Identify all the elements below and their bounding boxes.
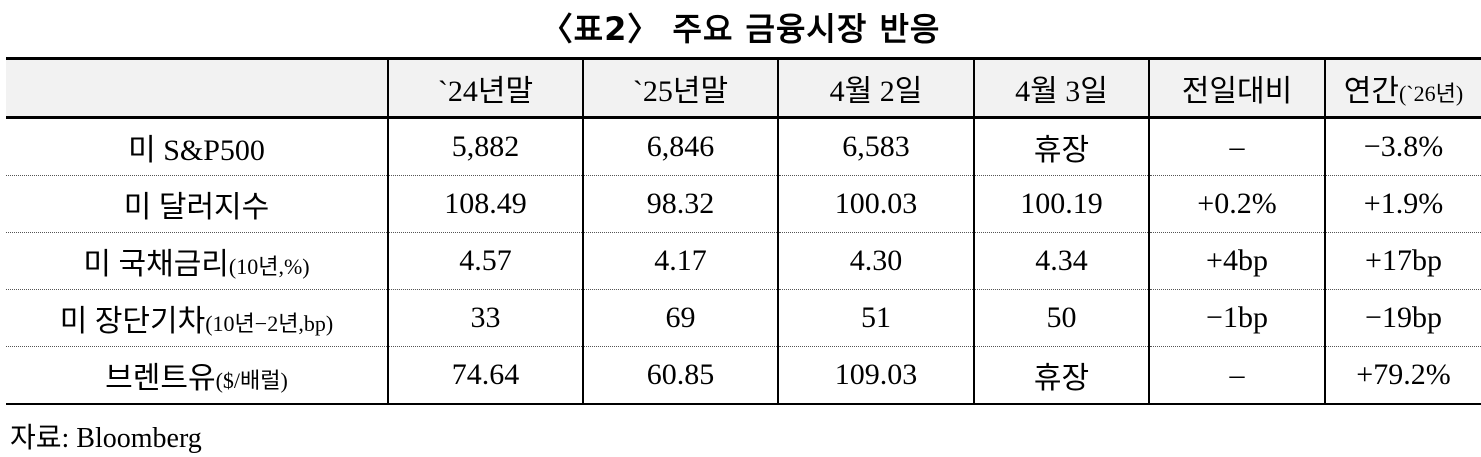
row-label: 미 달러지수 [6,176,388,233]
table-cell: 109.03 [777,346,974,404]
row-label-unit: (10년−2년,bp) [205,311,334,336]
table-cell: 휴장 [973,346,1149,404]
table-cell: 4.30 [777,232,974,290]
table-cell: 6,583 [777,117,974,176]
row-label-text: 미 국채금리 [83,248,229,281]
table-cell: +0.2% [1148,175,1325,233]
table-cell: 6,846 [582,117,778,176]
table-cell: 5,882 [387,117,583,176]
table-row: 미 장단기차(10년−2년,bp) 33 69 51 50 −1bp −19bp [6,289,1481,347]
source-note: 자료: Bloomberg [10,423,202,454]
header-cell [6,59,388,118]
table-row: 미 국채금리(10년,%) 4.57 4.17 4.30 4.34 +4bp +17bp [6,232,1481,290]
table-cell: 4.34 [973,232,1149,290]
table-row: 미 S&P500 5,882 6,846 6,583 휴장 – −3.8% [6,117,1481,176]
table-cell: 33 [387,289,583,347]
table-cell: −3.8% [1324,117,1481,176]
table-cell: 휴장 [973,117,1149,176]
header-label: 연간 [1343,75,1399,108]
table-title: 〈표2〉 주요 금융시장 반응 [540,10,941,48]
table-cell: 74.64 [387,346,583,404]
table-cell: +17bp [1324,232,1481,290]
header-cell: `24년말 [387,58,583,118]
header-cell: 4월 3일 [973,58,1149,118]
table-cell: – [1148,346,1325,404]
table-cell: 100.03 [777,175,974,233]
table-cell: 4.57 [387,232,583,290]
table-cell: +1.9% [1324,175,1481,233]
header-cell: 4월 2일 [777,58,974,118]
table-cell: 69 [582,289,778,347]
row-label-text: 브렌트유 [105,362,216,395]
table-cell: 60.85 [582,346,778,404]
table-cell: 98.32 [582,175,778,233]
row-label-unit: (10년,%) [228,254,310,279]
header-row: `24년말 `25년말 4월 2일 4월 3일 전일대비 연간(`26년) [6,58,1481,118]
financial-market-table: `24년말 `25년말 4월 2일 4월 3일 전일대비 연간(`26년) 미 … [6,57,1481,405]
table-cell: −1bp [1148,289,1325,347]
header-cell: 연간(`26년) [1324,58,1481,118]
table-cell: −19bp [1324,289,1481,347]
row-label: 미 국채금리(10년,%) [6,233,388,290]
header-suffix: (`26년) [1398,81,1464,106]
row-label-text: 미 S&P500 [128,134,265,167]
table-row: 브렌트유($/배럴) 74.64 60.85 109.03 휴장 – +79.2% [6,346,1481,405]
row-label-text: 미 달러지수 [123,191,270,224]
table-cell: 51 [777,289,974,347]
row-label: 브렌트유($/배럴) [6,347,388,405]
table-cell: 4.17 [582,232,778,290]
table-cell: – [1148,117,1325,176]
table-cell: 100.19 [973,175,1149,233]
header-cell: 전일대비 [1148,58,1325,118]
table-cell: +4bp [1148,232,1325,290]
row-label-text: 미 장단기차 [59,305,206,338]
header-cell: `25년말 [582,58,778,118]
row-label: 미 S&P500 [6,118,388,176]
row-label: 미 장단기차(10년−2년,bp) [6,290,388,347]
table-cell: 50 [973,289,1149,347]
row-label-unit: ($/배럴) [215,368,288,393]
table-cell: 108.49 [387,175,583,233]
table-cell: +79.2% [1324,346,1481,404]
table-row: 미 달러지수 108.49 98.32 100.03 100.19 +0.2% +1.9% [6,175,1481,233]
